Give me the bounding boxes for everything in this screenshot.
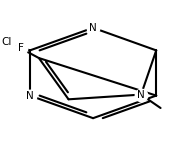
Text: Cl: Cl (1, 37, 12, 47)
Text: N: N (89, 23, 97, 33)
Text: F: F (18, 43, 24, 53)
Text: N: N (26, 91, 34, 101)
Text: N: N (137, 90, 145, 100)
